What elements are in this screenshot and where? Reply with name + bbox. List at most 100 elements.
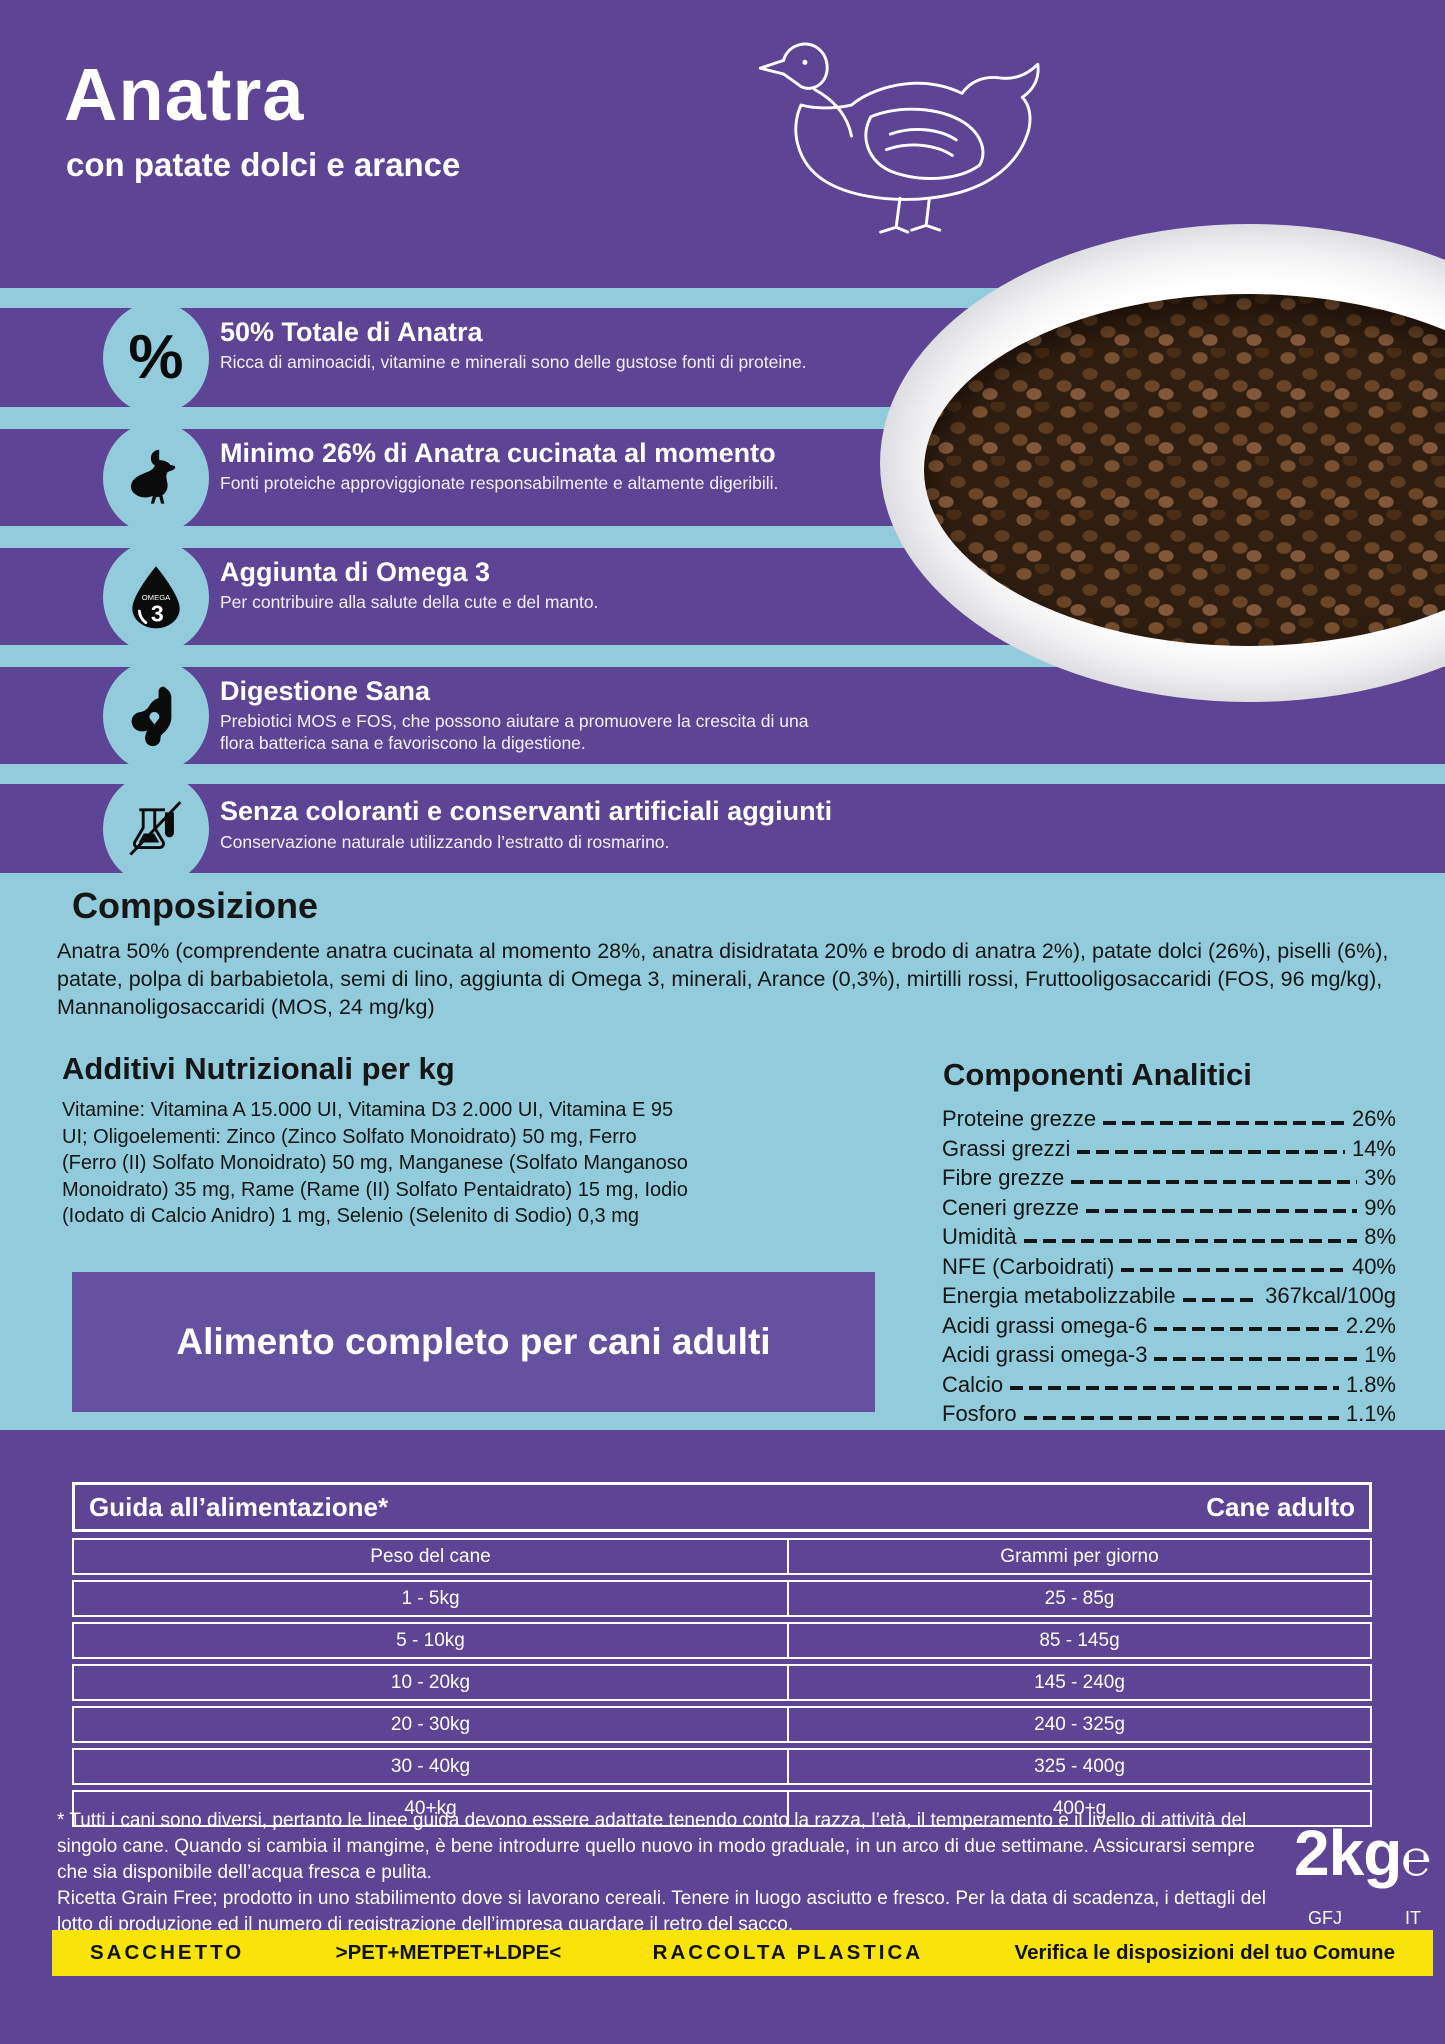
table-row: 40+kg 400+g <box>72 1790 1372 1827</box>
recycling-bar: SACCHETTO >PET+METPET+LDPE< RACCOLTA PLA… <box>52 1930 1433 1976</box>
composition-body: Anatra 50% (comprendente anatra cucinata… <box>57 939 1389 1019</box>
cell-grams: 25 - 85g <box>787 1580 1372 1617</box>
recycling-item-plastic: RACCOLTA PLASTICA <box>652 1941 924 1964</box>
duck-line-art-icon <box>758 42 1040 234</box>
composition-heading: Composizione <box>72 885 319 926</box>
feeding-guide-header: Guida all’alimentazione* Cane adulto <box>72 1482 1372 1532</box>
svg-text:OMEGA: OMEGA <box>142 593 171 602</box>
analytics-row: Fosforo 1.1% <box>942 1399 1396 1429</box>
net-weight: 2kg℮ <box>1294 1816 1431 1890</box>
dash-leader <box>1071 1179 1358 1184</box>
cell-weight: 5 - 10kg <box>72 1622 787 1659</box>
feature-title: Aggiunta di Omega 3 <box>220 557 491 587</box>
no-additives-icon <box>103 772 209 885</box>
analytics-row: Acidi grassi omega-3 1% <box>942 1340 1396 1370</box>
analytics-row: Calcio 1.8% <box>942 1370 1396 1400</box>
kibble-texture <box>924 294 1445 646</box>
analytics-value: 1.1% <box>1345 1401 1396 1426</box>
cell-weight: 1 - 5kg <box>72 1580 787 1617</box>
weight-value: 2kg <box>1294 1817 1402 1889</box>
analytics-row: Umidità 8% <box>942 1222 1396 1252</box>
duck-icon <box>103 421 209 534</box>
analytics-value: 9% <box>1364 1194 1396 1220</box>
info-section: Composizione Anatra 50% (comprendente an… <box>0 873 1445 1430</box>
feeding-footnote: * Tutti i cani sono diversi, pertanto le… <box>57 1810 1255 1883</box>
feature-subtitle: Per contribuire alla salute della cute e… <box>220 592 599 612</box>
analytics-row: Grassi grezzi 14% <box>942 1134 1396 1164</box>
analytics-row: Energia metabolizzabile 367kcal/100g <box>942 1281 1396 1311</box>
banner-text: Alimento completo per cani adulti <box>176 1321 771 1362</box>
cell-weight: 20 - 30kg <box>72 1706 787 1743</box>
feature-title: Senza coloranti e conservanti artificial… <box>220 796 833 826</box>
dash-leader <box>1023 1415 1339 1420</box>
analytics-row: Fibre grezze 3% <box>942 1163 1396 1193</box>
analytics-label: Umidità <box>942 1224 1017 1249</box>
analytics-label: Ceneri grezze <box>942 1194 1079 1220</box>
additives-heading: Additivi Nutrizionali per kg <box>62 1051 455 1086</box>
cell-weight: 30 - 40kg <box>72 1748 787 1785</box>
dash-leader <box>1103 1120 1345 1125</box>
dash-leader <box>1154 1356 1358 1361</box>
dash-leader <box>1182 1297 1259 1302</box>
column-header-weight: Peso del cane <box>72 1538 787 1575</box>
analytics-list: Proteine grezze 26% Grassi grezzi 14% Fibr… <box>942 1104 1396 1429</box>
analytics-value: 1.8% <box>1345 1371 1396 1397</box>
omega3-drop-icon: OMEGA 3 <box>103 540 209 653</box>
analytics-label: Acidi grassi omega-6 <box>942 1312 1148 1338</box>
analytics-label: Energia metabolizzabile <box>942 1283 1176 1308</box>
analytics-value: 26% <box>1351 1106 1396 1131</box>
cell-weight: 10 - 20kg <box>72 1664 787 1701</box>
recycling-item-bag: SACCHETTO <box>90 1941 245 1964</box>
column-header-grams: Grammi per giorno <box>787 1538 1372 1575</box>
analytics-row: Proteine grezze 26% <box>942 1104 1396 1134</box>
cell-grams: 85 - 145g <box>787 1622 1372 1659</box>
country-code: IT <box>1405 1908 1421 1928</box>
dash-leader <box>1077 1150 1345 1154</box>
dash-leader <box>1085 1209 1358 1213</box>
feeding-guide-subject: Cane adulto <box>1206 1491 1355 1522</box>
table-row: 20 - 30kg 240 - 325g <box>72 1706 1372 1743</box>
analytics-label: Calcio <box>942 1371 1004 1397</box>
feature-row-omega3: OMEGA 3 Aggiunta di Omega 3 Per contribu… <box>0 540 900 653</box>
analytics-label: Proteine grezze <box>942 1106 1097 1131</box>
analytics-label: Fosforo <box>942 1401 1017 1426</box>
feature-subtitle: Prebiotici MOS e FOS, che possono aiutar… <box>220 711 809 753</box>
dash-leader <box>1010 1386 1339 1390</box>
analytics-label: Fibre grezze <box>942 1165 1065 1190</box>
analytics-value: 367kcal/100g <box>1265 1283 1396 1308</box>
recycling-item-material: >PET+METPET+LDPE< <box>335 1941 562 1964</box>
complete-food-banner: Alimento completo per cani adulti <box>72 1272 875 1412</box>
cell-weight: 40+kg <box>72 1790 787 1827</box>
analytics-value: 2.2% <box>1345 1312 1396 1338</box>
cell-grams: 325 - 400g <box>787 1748 1372 1785</box>
stomach-heart-icon <box>103 659 209 772</box>
analytics-value: 14% <box>1351 1135 1396 1161</box>
analytics-label: Acidi grassi omega-3 <box>942 1342 1148 1367</box>
analytics-value: 1% <box>1364 1342 1396 1367</box>
analytics-heading: Componenti Analitici <box>943 1057 1252 1092</box>
table-header-row: Peso del cane Grammi per giorno <box>72 1538 1372 1575</box>
feature-title: Digestione Sana <box>220 676 431 706</box>
feature-row-no-additives: Senza coloranti e conservanti artificial… <box>0 772 900 885</box>
feature-row-fresh-duck: Minimo 26% di Anatra cucinata al momento… <box>0 421 900 534</box>
dash-leader <box>1023 1238 1358 1243</box>
analytics-value: 3% <box>1364 1165 1396 1190</box>
feeding-guide-title: Guida all’alimentazione* <box>89 1491 389 1522</box>
batch-code: GFJ <box>1308 1908 1342 1928</box>
feature-subtitle: Ricca di aminoacidi, vitamine e minerali… <box>220 352 807 372</box>
feature-title: 50% Totale di Anatra <box>220 317 483 347</box>
analytics-value: 40% <box>1351 1253 1396 1279</box>
analytics-label: NFE (Carboidrati) <box>942 1253 1115 1279</box>
feature-title: Minimo 26% di Anatra cucinata al momento <box>220 438 776 468</box>
feature-subtitle: Fonti proteiche approviggionate responsa… <box>220 473 779 493</box>
cell-grams: 145 - 240g <box>787 1664 1372 1701</box>
dash-leader <box>1121 1268 1345 1272</box>
product-subtitle: con patate dolci e arance <box>66 146 461 183</box>
kibble-bowl-image <box>880 224 1445 702</box>
dash-leader <box>1154 1327 1339 1331</box>
recycling-item-check: Verifica le disposizioni del tuo Comune <box>1014 1941 1395 1964</box>
svg-text:3: 3 <box>151 600 164 626</box>
feature-row-digestion: Digestione Sana Prebiotici MOS e FOS, ch… <box>0 659 900 772</box>
feeding-guide: Guida all’alimentazione* Cane adulto Pes… <box>72 1482 1372 1832</box>
feature-subtitle: Conservazione naturale utilizzando l’est… <box>220 832 670 852</box>
